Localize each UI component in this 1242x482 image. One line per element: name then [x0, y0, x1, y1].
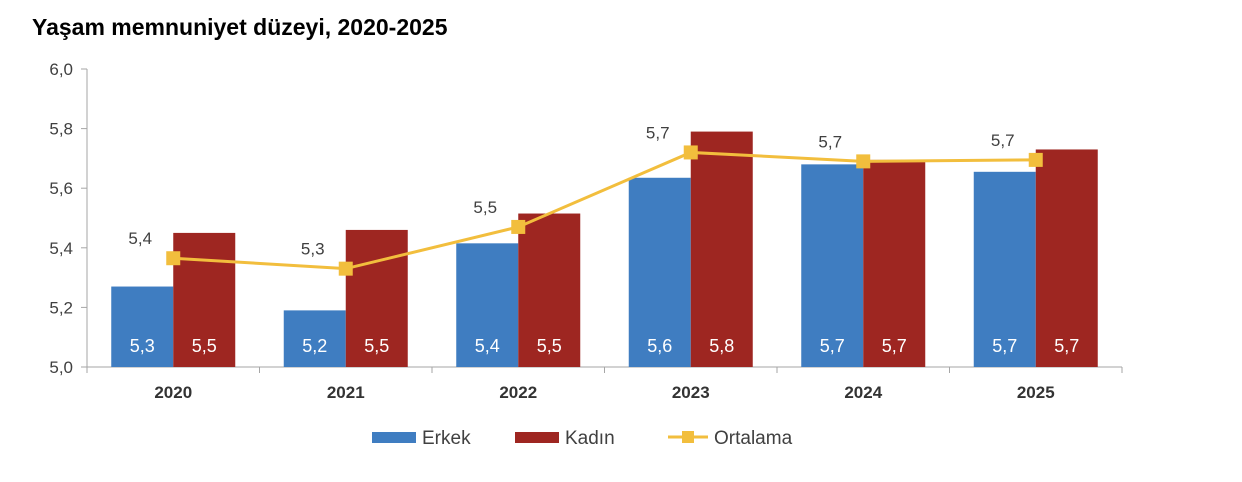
bar-kadin-2020 [173, 232, 236, 367]
bar-data-label: 5,5 [192, 336, 217, 356]
bar-erkek-2022 [456, 243, 519, 367]
bar-erkek-2025 [973, 171, 1036, 367]
line-data-label: 5,5 [473, 198, 497, 217]
x-tick-label: 2021 [327, 383, 365, 402]
ortalama-point-2022 [511, 219, 526, 234]
bar-kadin-2023 [690, 131, 753, 367]
legend-swatch-erkek [372, 432, 416, 443]
line-data-label: 5,4 [128, 229, 152, 248]
y-tick-label: 5,6 [49, 179, 73, 198]
bar-data-label: 5,8 [709, 336, 734, 356]
bar-data-label: 5,3 [130, 336, 155, 356]
bar-data-label: 5,7 [820, 336, 845, 356]
bar-data-label: 5,7 [1054, 336, 1079, 356]
bar-data-label: 5,4 [475, 336, 500, 356]
legend-label-erkek: Erkek [422, 428, 471, 449]
bar-erkek-2021 [283, 310, 346, 367]
x-tick-label: 2023 [672, 383, 710, 402]
bar-kadin-2021 [345, 229, 408, 367]
y-tick-label: 5,8 [49, 120, 73, 139]
legend-label-kadin: Kadın [565, 428, 615, 449]
bar-kadin-2024 [863, 159, 926, 367]
legend-marker-ortalama [682, 431, 694, 443]
bar-kadin-2022 [518, 213, 581, 367]
bars [111, 131, 1098, 367]
legend-swatch-kadin [515, 432, 559, 443]
ortalama-line [173, 150, 1036, 271]
line-data-label: 5,7 [991, 131, 1015, 150]
bar-erkek-2024 [801, 164, 864, 367]
ortalama-point-2021 [338, 261, 353, 276]
bar-data-label: 5,5 [364, 336, 389, 356]
x-tick-label: 2025 [1017, 383, 1055, 402]
bar-erkek-2023 [628, 177, 691, 367]
x-tick-label: 2022 [499, 383, 537, 402]
axes: 5,0 5,2 5,4 5,6 5,8 6,0 2020 2021 2022 2023 2024 20… [49, 60, 1123, 402]
y-tick-label: 6,0 [49, 60, 73, 79]
bar-data-label: 5,6 [647, 336, 672, 356]
x-tick-label: 2020 [154, 383, 192, 402]
ortalama-point-2024 [856, 154, 871, 169]
ortalama-point-2023 [683, 145, 698, 160]
bar-erkek-2020 [111, 286, 174, 367]
line-data-label: 5,7 [818, 132, 842, 151]
legend-label-ortalama: Ortalama [714, 428, 793, 449]
bar-kadin-2025 [1035, 149, 1098, 367]
bar-data-label: 5,5 [537, 336, 562, 356]
ortalama-point-2020 [166, 251, 181, 266]
legend: Erkek Kadın Ortalama [372, 428, 793, 449]
bar-data-label: 5,7 [882, 336, 907, 356]
bar-data-label: 5,2 [302, 336, 327, 356]
y-tick-label: 5,0 [49, 358, 73, 377]
bar-data-label: 5,7 [992, 336, 1017, 356]
ortalama-point-2025 [1028, 152, 1043, 167]
line-data-label: 5,7 [646, 123, 670, 142]
y-tick-label: 5,2 [49, 298, 73, 317]
chart-title: Yaşam memnuniyet düzeyi, 2020-2025 [32, 14, 448, 40]
y-tick-label: 5,4 [49, 239, 73, 258]
line-data-label: 5,3 [301, 240, 325, 259]
data-labels: 5,3 5,2 5,4 5,6 5,7 5,7 5,5 5,5 5,5 5,8 5,7 5,7 5,4 5… [128, 123, 1079, 356]
x-tick-label: 2024 [844, 383, 882, 402]
average-line [166, 145, 1043, 276]
